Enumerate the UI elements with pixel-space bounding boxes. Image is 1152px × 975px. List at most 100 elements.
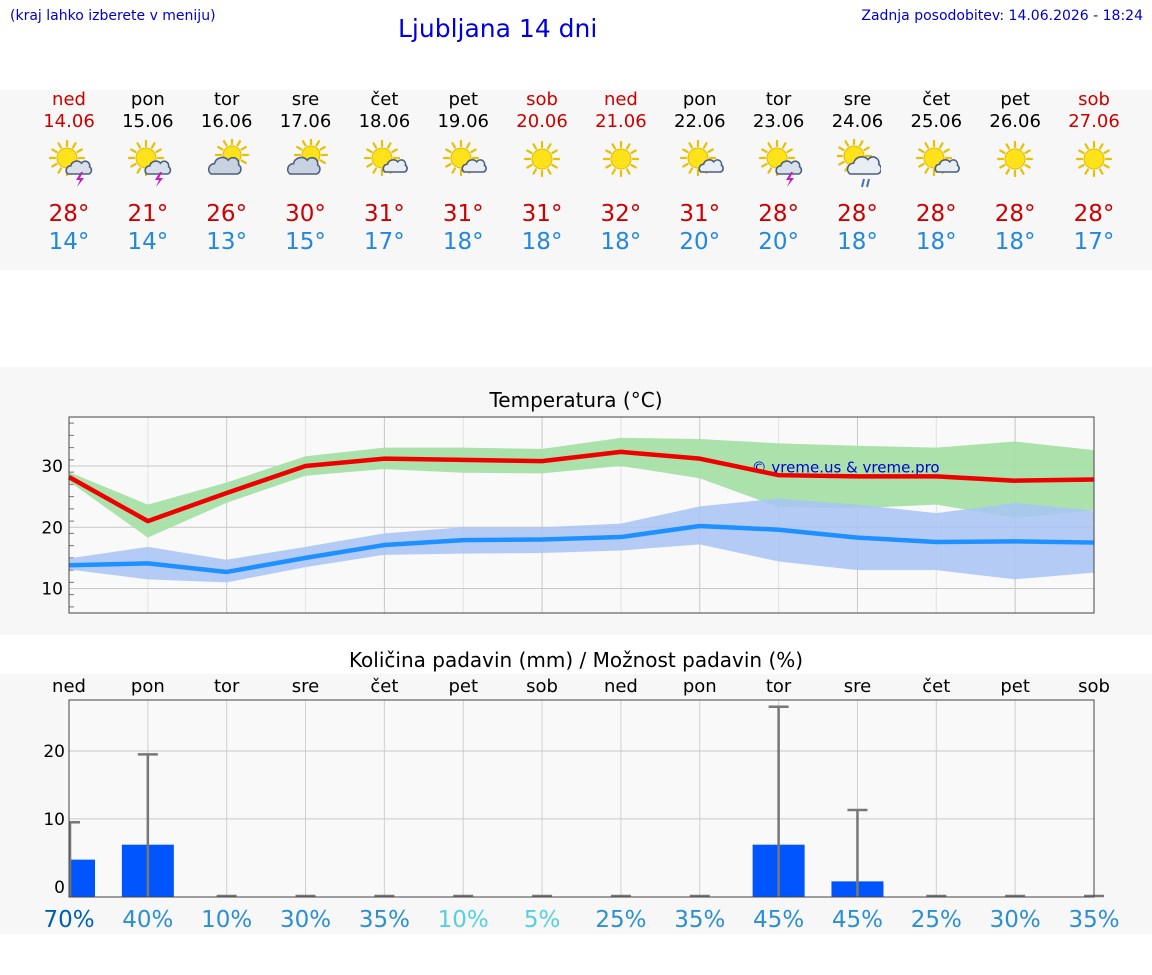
sun-disc [371, 147, 393, 169]
day-name: sre [843, 89, 872, 110]
sun-ray [470, 148, 478, 154]
x-day-label: ned [52, 676, 86, 697]
sun-cloud-lightning-icon [758, 139, 802, 187]
sun-ray [130, 148, 137, 154]
plot-frame [68, 699, 1095, 898]
precipitation-probability: 25% [595, 907, 646, 933]
sun-ray [466, 142, 471, 149]
sun-disc [1004, 148, 1026, 170]
sun-cloud-lightning-icon [758, 139, 802, 187]
sun-small-cloud-icon [679, 139, 724, 177]
sun-ray [551, 163, 558, 169]
sun-ray [318, 159, 326, 165]
min-temp: 20° [679, 229, 721, 255]
sun-ray [630, 163, 637, 169]
x-day-label: pet [448, 676, 478, 697]
sun-ray [57, 142, 63, 149]
sun-ray [372, 142, 378, 149]
sun-ray [918, 162, 926, 168]
sun-small-cloud-icon [364, 139, 409, 177]
sun-ray [625, 143, 631, 150]
sun-icon [523, 140, 561, 178]
plot-frame [68, 416, 1095, 614]
day-name: pon [682, 89, 717, 110]
sun-ray [240, 145, 247, 151]
sun-ray [859, 140, 865, 147]
day-date: 15.06 [122, 111, 174, 132]
sun-cloud-lightning-icon [127, 139, 172, 187]
cloud [775, 160, 802, 175]
day-column: tor 23.06 28° 20° [739, 89, 819, 259]
day-date: 17.06 [279, 111, 332, 132]
sun-ray [150, 142, 156, 149]
min-temp: 18° [915, 229, 957, 255]
max-temp: 21° [127, 201, 169, 227]
x-day-label: ned [604, 676, 638, 697]
day-name: ned [603, 89, 638, 110]
sun-ray [51, 162, 58, 168]
rain-drop [866, 178, 871, 188]
sun-ray [702, 142, 708, 149]
sun-ray [1078, 149, 1085, 155]
sun-ray [57, 167, 63, 174]
sun-ray [838, 146, 846, 152]
sun-ray [532, 168, 538, 175]
max-temp: 28° [915, 201, 957, 227]
y-tick-label: 0 [54, 878, 65, 898]
forecast-panel [0, 90, 1152, 270]
precipitation-probability: 35% [674, 907, 725, 933]
rain-drop [861, 178, 866, 188]
sun-ray [71, 142, 77, 149]
x-day-label: sob [1078, 676, 1110, 697]
sun-ray [526, 163, 533, 169]
precipitation-bar [69, 859, 95, 897]
sun-icon [523, 140, 561, 178]
sun-ray [760, 148, 768, 154]
sun-ray [630, 149, 637, 155]
temperature-chart: 10 20 30 © vreme.us & vreme.pro [41, 416, 1095, 614]
sun-ray [1098, 143, 1104, 150]
sun-icon [997, 140, 1034, 178]
x-day-label: čet [922, 676, 950, 697]
min-temp: 14° [48, 229, 90, 255]
sun-ray [605, 149, 612, 155]
x-day-label: pet [1000, 676, 1030, 697]
sun-ray [314, 140, 320, 147]
sun-cloud-lightning-icon [127, 139, 172, 187]
min-temp: 17° [1073, 229, 1115, 255]
day-column: čet 25.06 28° 18° [896, 89, 976, 259]
day-name: sob [526, 89, 558, 110]
lightning-bolt [785, 172, 794, 187]
day-column: sre 17.06 30° 15° [266, 89, 346, 259]
day-date: 19.06 [437, 111, 489, 132]
min-temp: 14° [127, 229, 169, 255]
cloud [382, 159, 409, 173]
sun-ray [451, 142, 457, 149]
sun-ray [387, 142, 392, 149]
day-column: sob 20.06 31° 18° [502, 89, 582, 259]
max-temp: 30° [285, 201, 326, 227]
max-temp: 28° [48, 201, 90, 227]
sun-ray [999, 149, 1006, 155]
y-tick-label: 20 [43, 742, 65, 762]
sun-behind-cloud-icon [207, 139, 249, 175]
cloud [207, 156, 242, 175]
min-temperature-line [68, 523, 1095, 575]
x-day-label: čet [370, 676, 398, 697]
day-name: ned [52, 89, 86, 110]
sun-ray [611, 143, 617, 150]
sun-icon [1075, 140, 1113, 178]
sun-ray [625, 168, 631, 175]
cloud [144, 160, 172, 175]
max-temp: 31° [363, 201, 405, 227]
sun-ray [1103, 149, 1110, 155]
day-date: 16.06 [200, 111, 253, 132]
min-temp: 18° [521, 229, 563, 255]
sun-ray [366, 162, 374, 168]
sun-icon [602, 140, 640, 178]
precipitation-probability: 10% [438, 907, 489, 933]
precipitation-probability: 5% [524, 907, 561, 933]
sun-disc [1083, 148, 1105, 170]
sun-ray [451, 167, 457, 174]
sun-ray [681, 162, 689, 168]
